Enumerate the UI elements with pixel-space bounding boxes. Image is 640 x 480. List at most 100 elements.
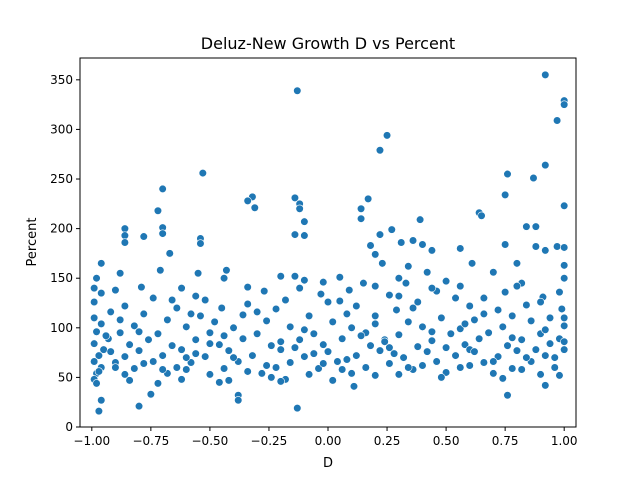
scatter-point xyxy=(335,296,344,306)
scatter-point xyxy=(116,328,125,337)
scatter-point xyxy=(193,269,203,278)
scatter-point xyxy=(201,352,210,361)
scatter-point xyxy=(541,325,550,334)
scatter-point xyxy=(191,349,200,358)
x-tick-label: 0.00 xyxy=(315,434,342,448)
scatter-point xyxy=(309,329,318,338)
scatter-point xyxy=(387,225,396,234)
scatter-point xyxy=(219,364,229,373)
scatter-point xyxy=(165,249,174,258)
scatter-point xyxy=(153,329,163,338)
scatter-point xyxy=(371,371,380,380)
scatter-point xyxy=(560,345,569,354)
scatter-point xyxy=(243,283,252,292)
scatter-point xyxy=(191,335,200,344)
y-tick-label: 100 xyxy=(50,321,73,335)
scatter-point xyxy=(262,316,271,325)
scatter-point xyxy=(92,379,101,388)
scatter-point xyxy=(557,304,566,314)
scatter-point xyxy=(529,173,538,183)
scatter-point xyxy=(493,305,503,315)
scatter-point xyxy=(210,317,219,326)
scatter-point xyxy=(106,307,115,317)
data-points xyxy=(90,70,569,416)
scatter-point xyxy=(153,206,163,215)
scatter-point xyxy=(234,396,243,405)
scatter-point xyxy=(248,351,257,360)
scatter-point xyxy=(366,341,375,350)
scatter-point xyxy=(172,363,181,372)
scatter-point xyxy=(156,266,165,275)
scatter-point xyxy=(392,305,401,315)
scatter-point xyxy=(460,319,470,328)
scatter-point xyxy=(281,295,290,305)
scatter-point xyxy=(489,369,498,378)
scatter-point xyxy=(508,364,517,373)
scatter-point xyxy=(418,322,427,331)
scatter-point xyxy=(484,328,493,337)
scatter-point xyxy=(397,238,406,247)
x-tick-label: 0.50 xyxy=(433,434,460,448)
y-tick-label: 250 xyxy=(50,172,73,186)
scatter-point xyxy=(300,325,309,334)
scatter-point xyxy=(423,268,432,277)
scatter-point xyxy=(560,337,569,346)
scatter-point xyxy=(371,250,380,259)
scatter-point xyxy=(286,322,295,331)
scatter-point xyxy=(168,295,177,305)
scatter-point xyxy=(137,283,146,292)
scatter-point xyxy=(158,351,167,360)
scatter-point xyxy=(120,301,129,311)
scatter-point xyxy=(300,231,309,240)
scatter-point xyxy=(366,241,375,250)
scatter-point xyxy=(470,315,479,324)
scatter-point xyxy=(101,331,111,340)
scatter-point xyxy=(163,315,172,324)
scatter-point xyxy=(541,381,550,390)
scatter-point xyxy=(222,266,231,275)
scatter-point xyxy=(560,100,569,109)
scatter-point xyxy=(456,324,465,333)
scatter-point xyxy=(116,269,125,278)
scatter-point xyxy=(158,229,167,238)
scatter-point xyxy=(517,365,526,374)
scatter-point xyxy=(224,346,233,355)
scatter-point xyxy=(371,282,380,291)
scatter-point xyxy=(243,196,252,205)
scatter-point xyxy=(465,361,474,370)
scatter-point xyxy=(319,278,328,287)
scatter-point xyxy=(97,259,106,268)
scatter-point xyxy=(550,353,559,362)
scatter-point xyxy=(349,382,359,391)
scatter-point xyxy=(290,272,300,281)
scatter-point xyxy=(555,371,564,380)
scatter-point xyxy=(125,340,134,349)
scatter-point xyxy=(413,342,422,351)
scatter-point xyxy=(111,363,120,372)
scatter-point xyxy=(356,214,366,223)
scatter-point xyxy=(531,222,540,231)
scatter-point xyxy=(338,334,347,343)
scatter-point xyxy=(356,331,366,340)
y-tick-label: 150 xyxy=(50,271,73,285)
scatter-point xyxy=(186,309,196,319)
scatter-point xyxy=(560,201,569,210)
scatter-point xyxy=(560,261,569,270)
y-tick-label: 200 xyxy=(50,222,73,236)
scatter-point xyxy=(134,327,144,336)
scatter-point xyxy=(243,299,252,309)
scatter-point xyxy=(94,367,103,376)
scatter-point xyxy=(300,276,309,285)
scatter-point xyxy=(512,259,522,268)
scatter-point xyxy=(196,311,205,321)
scatter-point xyxy=(342,355,351,364)
scatter-point xyxy=(319,340,328,349)
scatter-point xyxy=(503,169,512,179)
scatter-point xyxy=(253,329,262,338)
scatter-point xyxy=(498,322,507,331)
scatter-point xyxy=(168,341,177,350)
scatter-point xyxy=(92,327,101,336)
scatter-point xyxy=(290,193,300,202)
scatter-point xyxy=(451,293,460,303)
scatter-point xyxy=(522,222,531,231)
